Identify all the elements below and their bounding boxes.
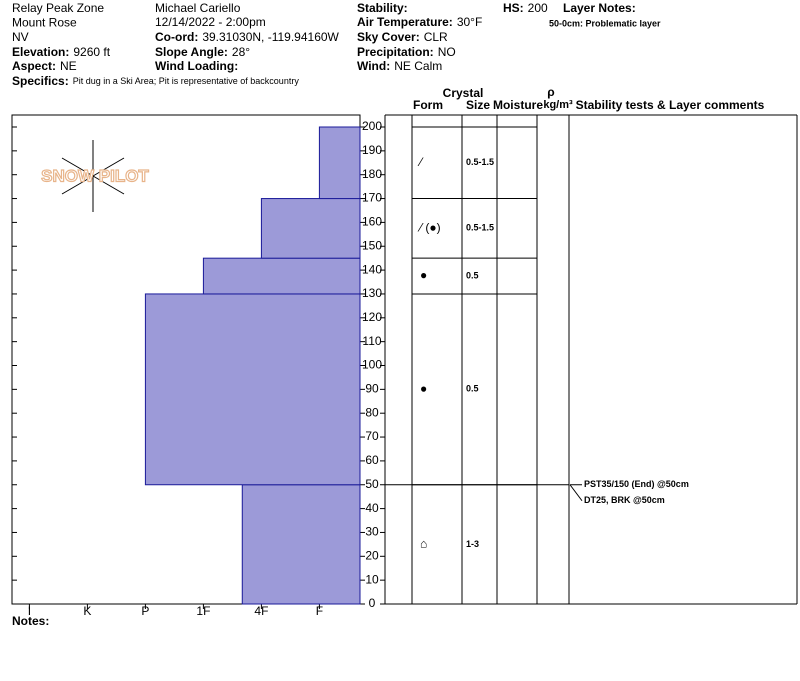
field-value: NO <box>438 45 456 59</box>
hardness-bar <box>318 126 361 200</box>
header-field: Aspect: NE <box>12 59 77 73</box>
y-tick-label: 90 <box>365 382 379 396</box>
x-tick-label: I <box>28 604 31 618</box>
field-label: Co-ord: <box>155 30 198 44</box>
grain-size: 0.5-1.5 <box>466 223 494 233</box>
col-header: Moisture <box>493 98 543 112</box>
x-tick-label: 4F <box>254 604 268 618</box>
header-field: Slope Angle: 28° <box>155 45 250 59</box>
y-tick-label: 70 <box>365 429 379 443</box>
field-value: 9260 ft <box>73 45 110 59</box>
x-tick-label: F <box>316 604 323 618</box>
y-tick-label: 10 <box>365 572 379 586</box>
test-arrow <box>569 484 583 502</box>
field-label: Sky Cover: <box>357 30 420 44</box>
field-label: Specifics: <box>12 74 69 88</box>
x-tick-label: P <box>141 604 149 618</box>
y-tick-label: 30 <box>365 525 379 539</box>
hardness-bar <box>260 198 361 259</box>
watermark: SNOW PILOT <box>41 166 149 185</box>
header-field: Sky Cover: CLR <box>357 30 448 44</box>
field-label: Aspect: <box>12 59 56 73</box>
y-tick-label: 150 <box>362 238 382 252</box>
location: Relay Peak Zone <box>12 1 104 15</box>
field-value: 30°F <box>457 15 482 29</box>
field-label: Elevation: <box>12 45 69 59</box>
hardness-bar <box>202 257 361 295</box>
col-header: Form <box>413 98 443 112</box>
col-header: Size <box>466 98 490 112</box>
header-field: HS: 200 <box>503 1 548 15</box>
y-tick-label: 20 <box>365 548 379 562</box>
field-value: 200 <box>528 1 548 15</box>
grain-size: 0.5-1.5 <box>466 157 494 167</box>
field-label: Stability: <box>357 1 408 15</box>
y-tick-label: 130 <box>362 286 382 300</box>
x-tick-label: 1F <box>196 604 210 618</box>
field-label: HS: <box>503 1 524 15</box>
field-label: Slope Angle: <box>155 45 228 59</box>
y-tick-label: 110 <box>362 334 381 348</box>
field-value: CLR <box>424 30 448 44</box>
y-tick-label: 80 <box>365 405 379 419</box>
field-label: Wind Loading: <box>155 59 238 73</box>
field-value: 28° <box>232 45 250 59</box>
header-field: Precipitation: NO <box>357 45 456 59</box>
y-tick-label: 170 <box>362 191 382 205</box>
header-field: Wind: NE Calm <box>357 59 442 73</box>
y-tick-label: 190 <box>362 143 382 157</box>
y-tick-label: 140 <box>362 262 382 276</box>
field-value: NE <box>60 59 77 73</box>
notes: Notes: <box>12 614 49 628</box>
header-field: Elevation: 9260 ft <box>12 45 111 59</box>
grain-size: 0.5 <box>466 384 479 394</box>
grain-size: 1-3 <box>466 539 479 549</box>
col-header: Stability tests & Layer comments <box>576 98 765 112</box>
y-tick-label: 60 <box>365 453 379 467</box>
hardness-bar <box>241 484 361 605</box>
grain-form: ● <box>420 268 427 282</box>
header-field: Stability: <box>357 1 408 15</box>
observer: Michael Cariello <box>155 1 241 15</box>
hardness-bar <box>144 293 361 486</box>
grain-form: ⁄ (●) <box>417 221 441 235</box>
field-label: Precipitation: <box>357 45 434 59</box>
col-header: ρ <box>547 85 554 99</box>
y-tick-label: 100 <box>362 358 382 372</box>
field-label: Layer Notes: <box>563 1 636 15</box>
field-value: Pit dug in a Ski Area; Pit is representa… <box>73 76 300 86</box>
y-tick-label: 180 <box>362 167 382 181</box>
field-value: 39.31030N, -119.94160W <box>202 30 339 44</box>
field-label: Air Temperature: <box>357 15 453 29</box>
x-tick-label: K <box>83 604 91 618</box>
date: 12/14/2022 - 2:00pm <box>155 15 266 29</box>
col-header: kg/m³ <box>543 99 573 111</box>
header-field: Layer Notes: <box>563 1 636 15</box>
logo <box>61 140 125 212</box>
location: Mount Rose <box>12 16 77 30</box>
y-tick-label: 50 <box>365 477 379 491</box>
header-field: Co-ord: 39.31030N, -119.94160W <box>155 30 340 44</box>
y-tick-label: 0 <box>369 596 376 610</box>
col-header: Crystal <box>443 86 484 100</box>
y-tick-label: 40 <box>365 501 379 515</box>
location: NV <box>12 30 29 44</box>
layer-note: 50-0cm: Problematic layer <box>549 18 661 28</box>
grain-size: 0.5 <box>466 270 479 280</box>
y-tick-label: 120 <box>362 310 382 324</box>
y-tick-label: 200 <box>362 119 382 133</box>
grain-form: ⁄ <box>417 155 424 169</box>
grain-form: ● <box>420 382 427 396</box>
header-field: Specifics: Pit dug in a Ski Area; Pit is … <box>12 74 299 88</box>
grain-form: ⌂ <box>420 537 427 551</box>
field-value: NE Calm <box>394 59 442 73</box>
y-tick-label: 160 <box>362 215 382 229</box>
header-field: Wind Loading: <box>155 59 238 73</box>
test-label: DT25, BRK @50cm <box>584 495 665 505</box>
field-label: Wind: <box>357 59 390 73</box>
test-label: PST35/150 (End) @50cm <box>584 479 689 489</box>
header-field: Air Temperature: 30°F <box>357 15 482 29</box>
